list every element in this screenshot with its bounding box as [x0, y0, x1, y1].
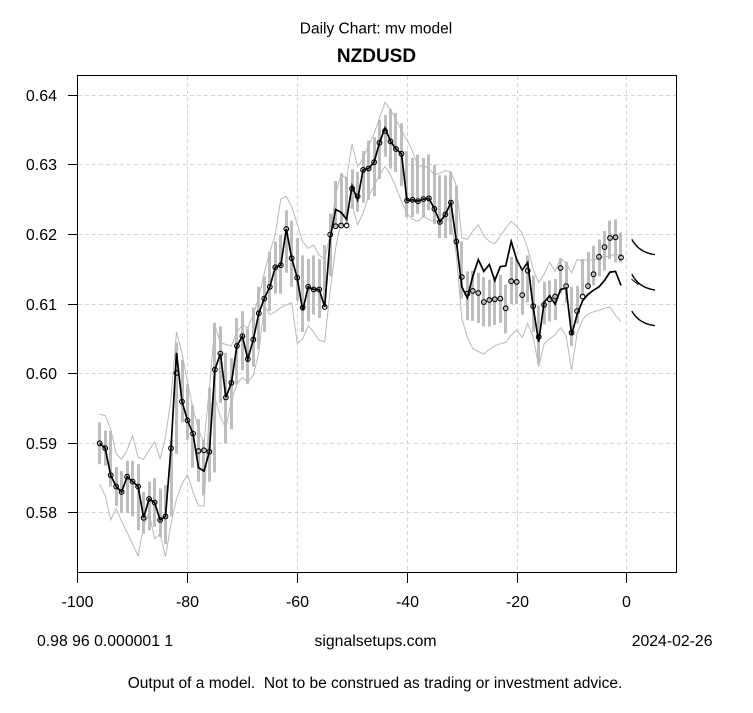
svg-text:-40: -40	[396, 594, 419, 611]
svg-text:-100: -100	[61, 594, 93, 611]
svg-text:Daily Chart: mv model: Daily Chart: mv model	[300, 21, 452, 38]
svg-text:-20: -20	[506, 594, 529, 611]
svg-text:0.59: 0.59	[26, 436, 57, 453]
svg-text:0.63: 0.63	[26, 157, 57, 174]
svg-text:signalsetups.com: signalsetups.com	[314, 633, 436, 650]
svg-text:0: 0	[622, 594, 631, 611]
svg-text:-80: -80	[176, 594, 199, 611]
svg-text:0.64: 0.64	[26, 88, 57, 105]
svg-text:0.61: 0.61	[26, 297, 57, 314]
svg-text:NZDUSD: NZDUSD	[337, 46, 416, 67]
svg-text:0.62: 0.62	[26, 227, 57, 244]
svg-text:0.58: 0.58	[26, 505, 57, 522]
svg-text:Output of a model. Not to be: Output of a model. Not to be construed a…	[128, 675, 623, 692]
svg-text:0.60: 0.60	[26, 366, 57, 383]
svg-text:0.98 96 0.000001 1: 0.98 96 0.000001 1	[37, 633, 173, 650]
svg-text:-60: -60	[286, 594, 309, 611]
svg-text:2024-02-26: 2024-02-26	[632, 633, 713, 650]
